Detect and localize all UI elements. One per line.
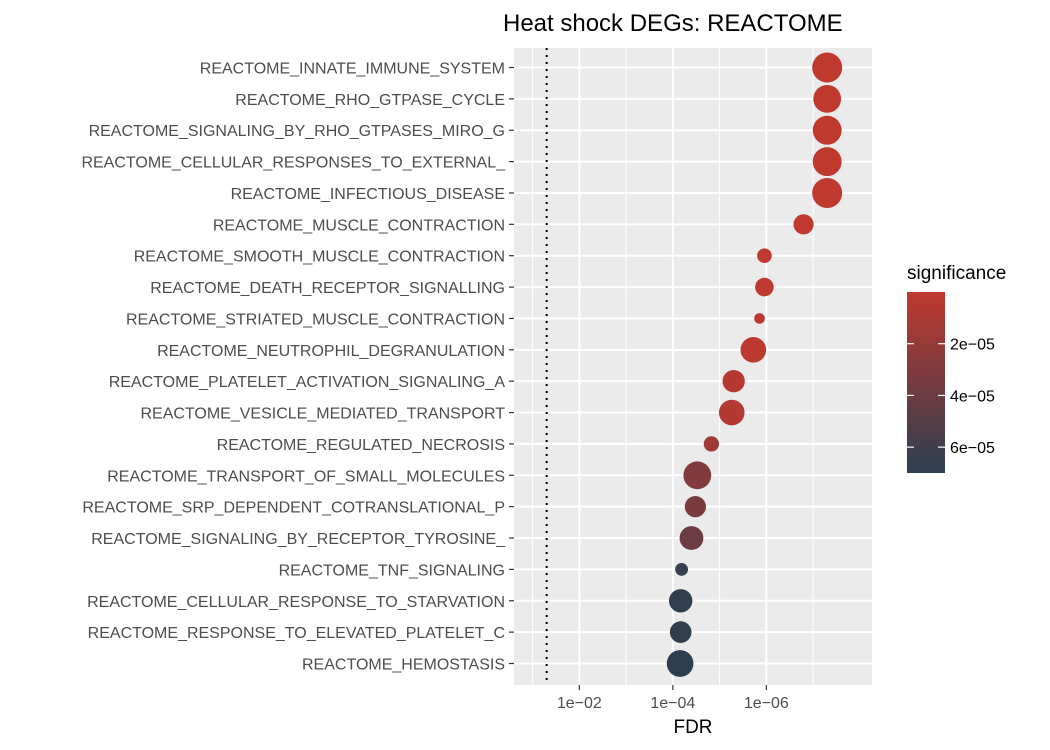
y-tick-label: REACTOME_RESPONSE_TO_ELEVATED_PLATELET_C <box>88 625 505 642</box>
y-tick-label: REACTOME_PLATELET_ACTIVATION_SIGNALING_A <box>109 374 506 391</box>
y-tick-label: REACTOME_INFECTIOUS_DISEASE <box>231 186 505 203</box>
data-point <box>757 248 772 264</box>
plot-panel <box>514 48 872 685</box>
data-points <box>666 52 843 677</box>
data-point <box>684 496 706 518</box>
x-tick-label: 1e−02 <box>557 695 602 712</box>
data-point <box>812 115 842 145</box>
y-tick-label: REACTOME_CELLULAR_RESPONSES_TO_EXTERNAL_ <box>81 155 506 172</box>
x-tick-label: 1e−06 <box>744 695 789 712</box>
data-point <box>813 84 842 113</box>
data-point <box>812 52 843 83</box>
legend-tick-label: 4e−05 <box>950 388 995 405</box>
data-point <box>669 621 692 643</box>
data-point <box>754 313 765 324</box>
data-point <box>703 436 720 452</box>
y-tick-label: REACTOME_VESICLE_MEDIATED_TRANSPORT <box>140 406 505 423</box>
y-tick-label: REACTOME_HEMOSTASIS <box>302 657 505 674</box>
legend-colorbar <box>907 292 945 473</box>
y-tick-label: REACTOME_INNATE_IMMUNE_SYSTEM <box>200 61 505 78</box>
x-axis-title: FDR <box>673 717 712 738</box>
data-point <box>812 177 843 208</box>
data-point <box>718 399 745 426</box>
y-tick-label: REACTOME_TNF_SIGNALING <box>279 562 505 579</box>
grid-lines <box>514 48 872 685</box>
y-tick-label: REACTOME_STRIATED_MUSCLE_CONTRACTION <box>126 311 505 328</box>
legend-title: significance <box>907 263 1006 284</box>
data-point <box>683 461 712 490</box>
y-tick-label: REACTOME_DEATH_RECEPTOR_SIGNALLING <box>150 280 505 297</box>
y-tick-label: REACTOME_MUSCLE_CONTRACTION <box>213 217 505 234</box>
data-point <box>812 147 842 177</box>
legend-tick-label: 2e−05 <box>950 337 995 354</box>
y-tick-label: REACTOME_CELLULAR_RESPONSE_TO_STARVATION <box>87 594 505 611</box>
data-point <box>755 277 774 297</box>
legend-ticks: 2e−05 4e−05 6e−05 <box>907 337 995 457</box>
y-axis-labels: REACTOME_INNATE_IMMUNE_SYSTEM REACTOME_RH… <box>81 61 514 674</box>
y-tick-label: REACTOME_NEUTROPHIL_DEGRANULATION <box>157 343 505 360</box>
chart-title: Heat shock DEGs: REACTOME <box>503 10 843 37</box>
x-axis-ticks: 1e−02 1e−04 1e−06 <box>557 685 789 712</box>
data-point <box>722 370 745 393</box>
y-tick-label: REACTOME_SIGNALING_BY_RECEPTOR_TYROSINE_ <box>91 531 506 548</box>
data-point <box>740 337 767 363</box>
data-point <box>793 214 814 235</box>
data-point <box>679 526 704 550</box>
data-point <box>675 562 689 576</box>
y-tick-label: REACTOME_SIGNALING_BY_RHO_GTPASES_MIRO_G <box>89 123 505 140</box>
data-point <box>668 589 693 613</box>
y-tick-label: REACTOME_SMOOTH_MUSCLE_CONTRACTION <box>134 249 505 266</box>
y-tick-label: REACTOME_RHO_GTPASE_CYCLE <box>235 92 505 109</box>
legend-tick-label: 6e−05 <box>950 440 995 457</box>
y-tick-label: REACTOME_SRP_DEPENDENT_COTRANSLATIONAL_P <box>82 500 505 517</box>
y-tick-label: REACTOME_REGULATED_NECROSIS <box>217 437 505 454</box>
y-tick-label: REACTOME_TRANSPORT_OF_SMALL_MOLECULES <box>107 468 505 485</box>
data-point <box>666 650 694 677</box>
color-legend: significance 2e−05 4e−05 6e−05 <box>907 263 1006 473</box>
x-tick-label: 1e−04 <box>650 695 695 712</box>
